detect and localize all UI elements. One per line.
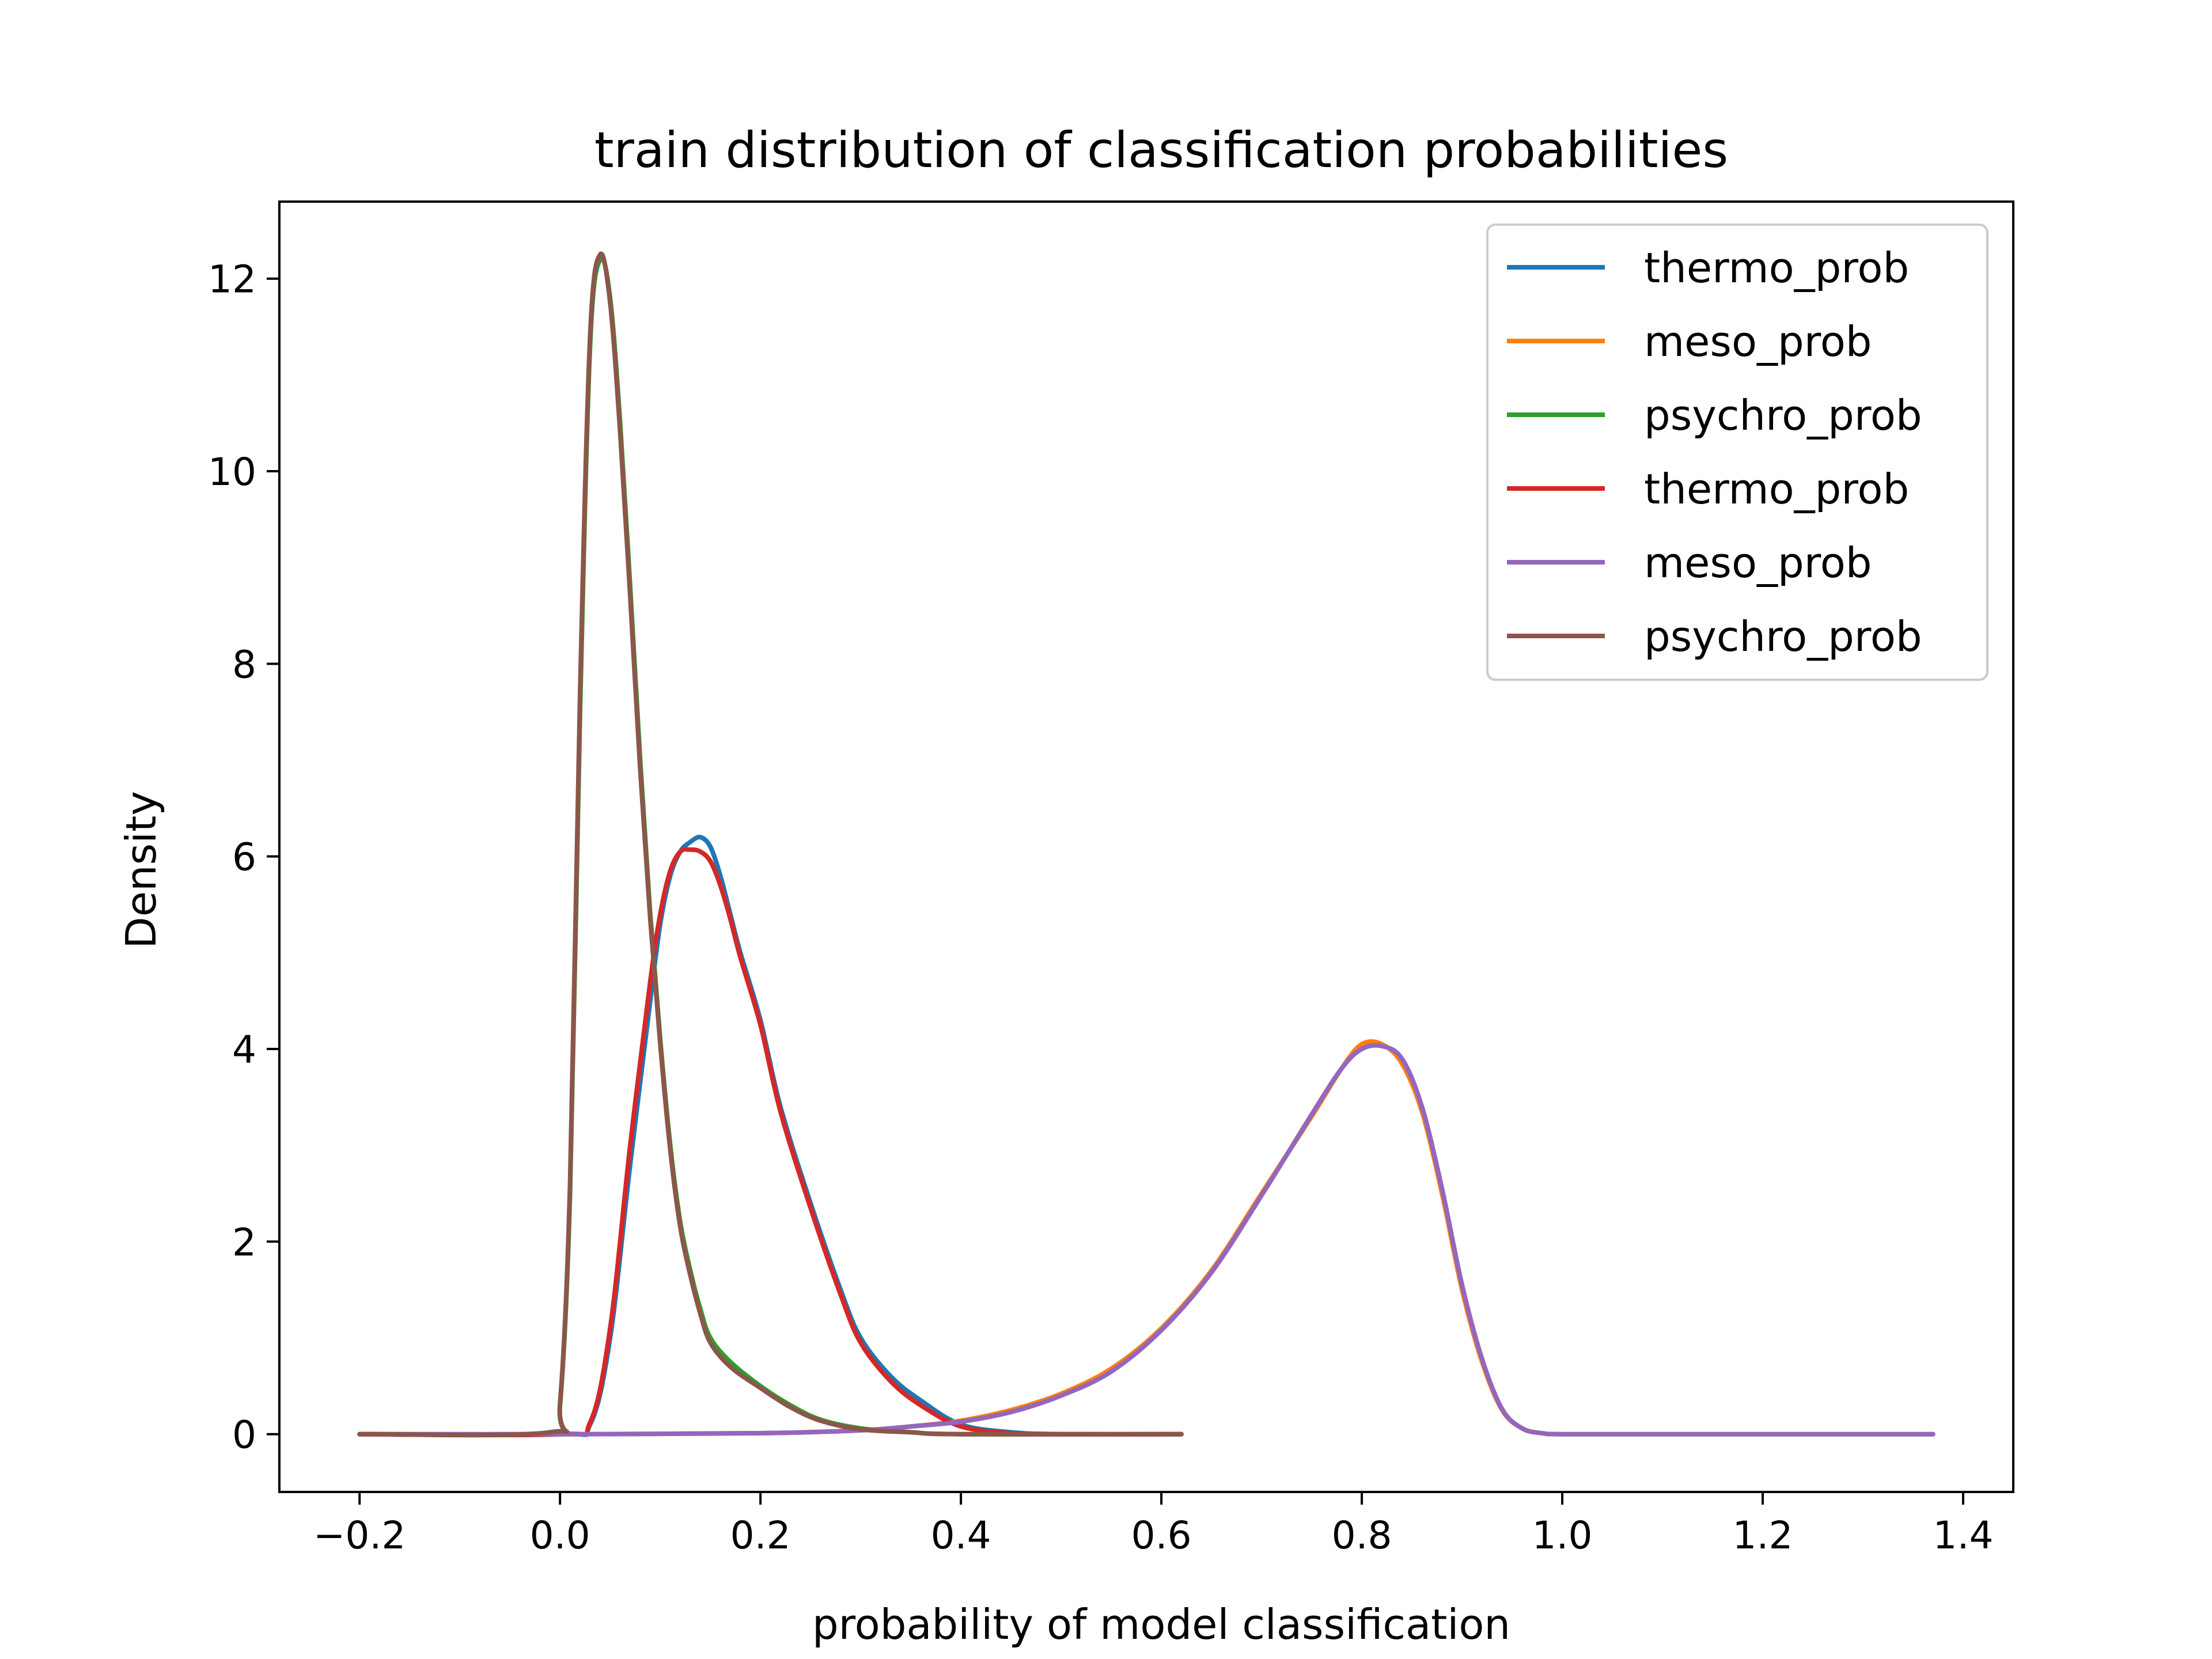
x-axis-ticks: −0.2 0.0 0.2 0.4 0.6 0.8 1.0 1.2 1.4 (313, 1492, 1993, 1558)
legend-box (1486, 224, 1988, 681)
x-tick-label: 1.2 (1733, 1513, 1793, 1558)
y-tick-label: 4 (232, 1028, 256, 1072)
x-tick-label: 0.2 (730, 1513, 791, 1558)
x-tick-label: 0.0 (530, 1513, 590, 1558)
chart-title: train distribution of classification pro… (594, 122, 1728, 179)
legend-label: meso_prob (1644, 539, 1872, 587)
x-tick-label: 1.0 (1532, 1513, 1593, 1558)
y-axis-ticks: 0 2 4 6 8 10 12 (208, 257, 279, 1457)
legend: thermo_prob meso_prob psychro_prob thermo_p… (1486, 224, 1988, 681)
y-tick-label: 12 (208, 257, 256, 302)
x-axis-label: probability of model classification (812, 1600, 1510, 1649)
x-tick-label: 0.4 (931, 1513, 991, 1558)
y-tick-label: 8 (232, 642, 256, 687)
x-tick-label: 0.8 (1332, 1513, 1392, 1558)
plot-frame (278, 200, 2014, 1493)
x-tick-label: −0.2 (313, 1513, 406, 1558)
x-tick-label: 1.4 (1933, 1513, 1994, 1558)
series-line-6-psychro-prob (357, 251, 1184, 1438)
x-tick-label: 0.6 (1131, 1513, 1192, 1558)
y-tick-label: 2 (232, 1220, 256, 1264)
y-axis-label: Density (117, 791, 165, 949)
legend-label: psychro_prob (1644, 612, 1922, 661)
legend-label: meso_prob (1644, 317, 1872, 366)
legend-label: thermo_prob (1644, 244, 1909, 292)
y-tick-label: 10 (208, 450, 256, 494)
y-tick-label: 6 (232, 835, 256, 880)
y-tick-label: 0 (232, 1413, 256, 1457)
plot-lines (357, 251, 1936, 1438)
legend-label: thermo_prob (1644, 465, 1909, 513)
legend-label: psychro_prob (1644, 391, 1922, 440)
series-line-4-thermo-prob (357, 847, 1184, 1438)
